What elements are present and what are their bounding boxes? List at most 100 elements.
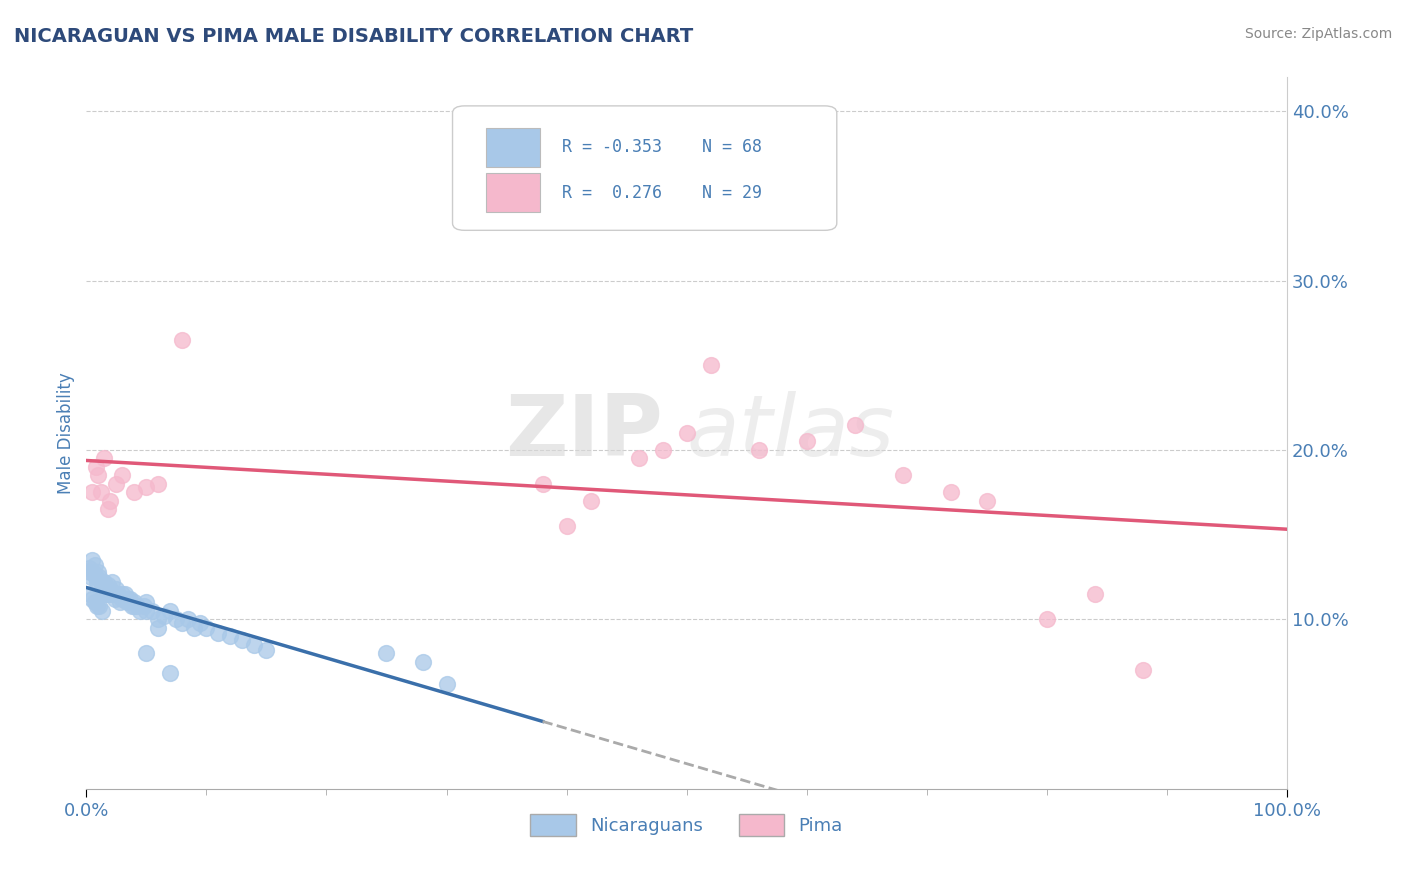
Point (207, 625, 229, 640)
Point (107, 587, 129, 601)
Point (135, 604, 157, 618)
Point (89, 599, 111, 613)
Point (124, 485, 146, 500)
Point (939, 485, 962, 500)
Point (97, 578, 120, 592)
Point (118, 591, 141, 606)
FancyBboxPatch shape (453, 106, 837, 230)
Point (111, 591, 134, 606)
Point (891, 468, 914, 483)
Point (135, 595, 157, 609)
Text: NICARAGUAN VS PIMA MALE DISABILITY CORRELATION CHART: NICARAGUAN VS PIMA MALE DISABILITY CORRE… (14, 27, 693, 45)
Point (159, 666, 181, 681)
Point (748, 442, 770, 457)
Point (115, 595, 138, 609)
Point (132, 599, 155, 613)
Point (183, 621, 205, 635)
Point (86, 599, 108, 613)
Point (796, 434, 818, 449)
Point (699, 358, 721, 372)
Point (117, 591, 139, 606)
Legend: Nicaraguans, Pima: Nicaraguans, Pima (523, 807, 851, 844)
Point (98, 493, 121, 508)
Point (141, 604, 163, 618)
Point (97, 502, 120, 516)
Point (177, 612, 200, 626)
Point (172, 333, 194, 347)
Point (148, 612, 170, 626)
Point (90, 604, 112, 618)
Point (531, 476, 554, 491)
Point (159, 604, 181, 618)
Point (82, 565, 104, 579)
Point (87, 468, 110, 483)
Point (87, 565, 110, 579)
Point (1132, 663, 1154, 677)
Text: ZIP: ZIP (505, 392, 662, 475)
Point (79, 565, 101, 579)
Point (90, 574, 112, 589)
Point (219, 629, 242, 643)
Point (97, 582, 120, 596)
Point (153, 608, 176, 623)
Point (77, 561, 100, 575)
Point (108, 595, 131, 609)
Point (83, 595, 105, 609)
Point (976, 493, 998, 508)
Point (651, 442, 673, 457)
Point (101, 587, 124, 601)
Point (579, 493, 602, 508)
Point (82, 591, 104, 606)
Point (82, 553, 104, 567)
Point (124, 595, 146, 609)
Point (104, 591, 127, 606)
Text: Source: ZipAtlas.com: Source: ZipAtlas.com (1244, 27, 1392, 41)
Point (1036, 612, 1059, 626)
Point (243, 638, 266, 652)
Point (675, 425, 697, 440)
Point (98, 582, 121, 596)
Text: R =  0.276    N = 29: R = 0.276 N = 29 (562, 184, 762, 202)
Point (375, 646, 398, 660)
Point (412, 655, 434, 669)
FancyBboxPatch shape (486, 173, 540, 212)
Point (93, 587, 115, 601)
Point (135, 480, 157, 494)
Point (79, 587, 101, 601)
Point (111, 587, 134, 601)
Point (89, 570, 111, 584)
Y-axis label: Male Disability: Male Disability (58, 372, 75, 494)
Point (84, 459, 107, 474)
Point (82, 485, 104, 500)
Point (96, 587, 118, 601)
Point (1084, 587, 1107, 601)
Point (94, 582, 117, 596)
Point (90, 485, 112, 500)
Point (627, 451, 650, 466)
Point (172, 615, 194, 630)
Point (114, 587, 136, 601)
Point (436, 676, 458, 690)
Point (844, 417, 866, 432)
Text: atlas: atlas (686, 392, 894, 475)
Point (105, 476, 128, 491)
Point (80, 570, 103, 584)
Text: R = -0.353    N = 68: R = -0.353 N = 68 (562, 138, 762, 156)
Point (555, 519, 578, 533)
Point (148, 476, 170, 491)
Point (129, 604, 152, 618)
Point (105, 582, 128, 596)
Point (165, 612, 187, 626)
Point (190, 615, 212, 630)
Point (83, 558, 105, 572)
Point (98, 587, 121, 601)
Point (84, 570, 107, 584)
Point (93, 451, 115, 466)
Point (100, 574, 122, 589)
Point (125, 599, 148, 613)
Point (111, 468, 134, 483)
Point (90, 582, 112, 596)
FancyBboxPatch shape (486, 128, 540, 167)
Point (93, 574, 115, 589)
Point (195, 621, 218, 635)
